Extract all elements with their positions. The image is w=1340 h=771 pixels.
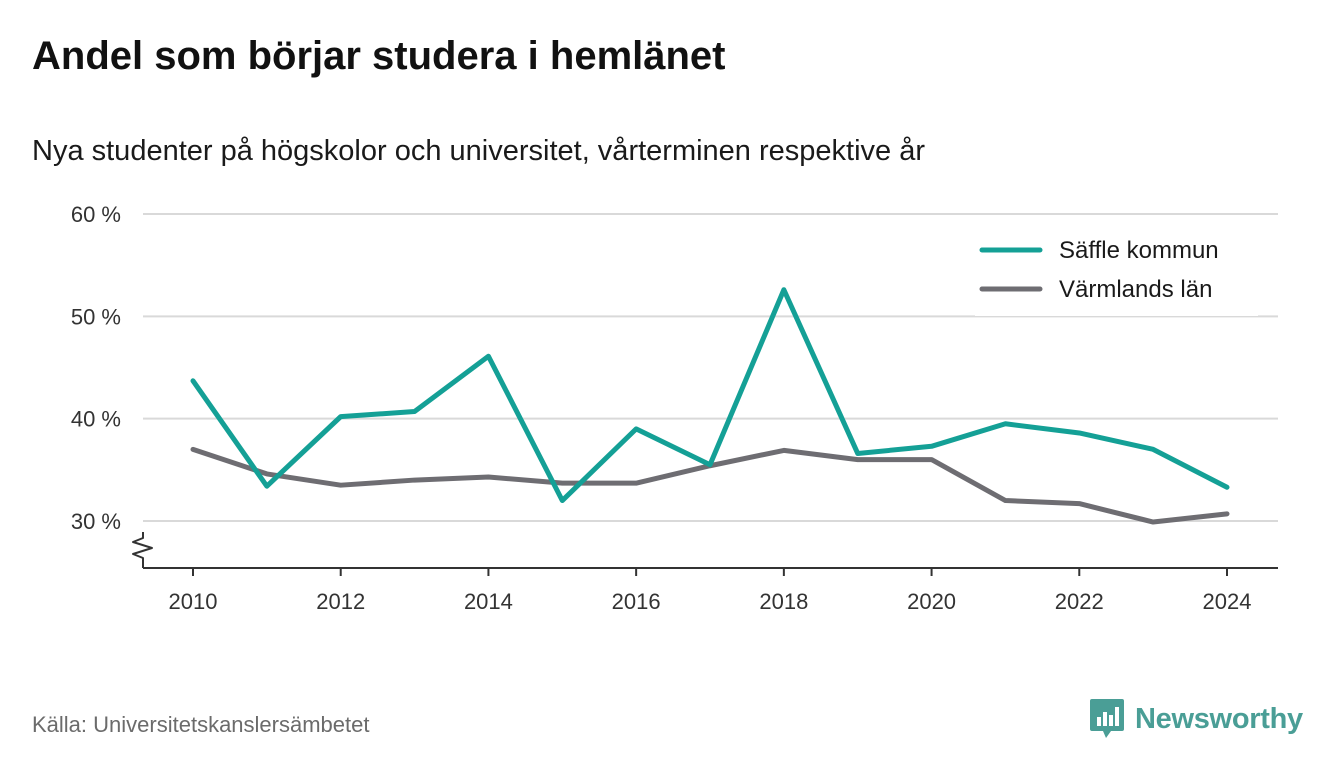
legend-label: Säffle kommun xyxy=(1059,237,1219,264)
brand-name: Newsworthy xyxy=(1135,702,1303,735)
x-tick-label: 2012 xyxy=(316,589,365,614)
x-tick-label: 2014 xyxy=(464,589,513,614)
legend-background xyxy=(975,232,1258,316)
axis-break-marker xyxy=(132,532,153,568)
chart-title: Andel som börjar studera i hemlänet xyxy=(32,34,726,78)
line-chart: 30 % 40 % 50 % 60 % 2010 2012 2014 2016 2018 202… xyxy=(71,202,1278,614)
series-lines xyxy=(190,287,1230,525)
y-axis: 30 % 40 % 50 % 60 % xyxy=(71,202,153,568)
grid-lines xyxy=(143,213,1278,522)
y-tick-label: 50 % xyxy=(71,304,121,329)
x-axis: 2010 2012 2014 2016 2018 2020 2022 2024 xyxy=(143,567,1278,614)
chart-subtitle: Nya studenter på högskolor och universit… xyxy=(32,135,925,167)
legend-label: Värmlands län xyxy=(1059,276,1212,303)
legend: Säffle kommun Värmlands län xyxy=(975,232,1258,316)
x-tick-label: 2016 xyxy=(612,589,661,614)
y-tick-label: 30 % xyxy=(71,509,121,534)
x-tick-label: 2010 xyxy=(169,589,218,614)
y-tick-label: 60 % xyxy=(71,202,121,227)
x-tick-label: 2024 xyxy=(1203,589,1252,614)
source-note: Källa: Universitetskanslersämbetet xyxy=(32,712,370,737)
x-tick-label: 2018 xyxy=(759,589,808,614)
newsworthy-logo[interactable]: Newsworthy xyxy=(1089,698,1303,740)
y-tick-label: 40 % xyxy=(71,407,121,432)
newsworthy-logo-icon xyxy=(1090,699,1124,738)
x-tick-label: 2022 xyxy=(1055,589,1104,614)
x-tick-label: 2020 xyxy=(907,589,956,614)
series-line-säffle-kommun xyxy=(190,287,1230,504)
